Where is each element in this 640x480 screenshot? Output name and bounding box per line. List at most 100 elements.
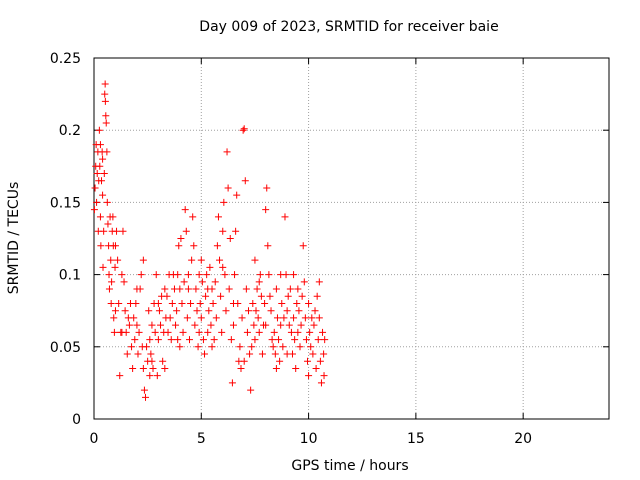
data-point	[270, 328, 278, 336]
data-point	[204, 285, 212, 293]
data-point	[159, 357, 167, 365]
data-point	[287, 328, 295, 336]
data-point	[299, 242, 307, 250]
data-point	[309, 350, 317, 358]
data-point	[229, 321, 237, 329]
axis-ticks: 0 0.05 0.1 0.15 0.2 0.25 0 5 10 15 20	[50, 51, 609, 447]
data-points	[90, 80, 329, 401]
data-point	[193, 307, 201, 315]
data-point	[154, 299, 162, 307]
data-point	[105, 271, 113, 279]
data-point	[219, 263, 227, 271]
data-point	[320, 372, 328, 380]
data-point	[172, 321, 180, 329]
data-point	[181, 206, 189, 214]
data-point	[236, 343, 244, 351]
data-point	[197, 256, 205, 264]
data-point	[110, 328, 118, 336]
data-point	[293, 299, 301, 307]
data-point	[103, 148, 111, 156]
data-point	[267, 307, 275, 315]
data-point	[209, 299, 217, 307]
data-point	[114, 256, 122, 264]
data-point	[107, 299, 115, 307]
data-point	[100, 227, 108, 235]
data-point	[306, 328, 314, 336]
data-point	[103, 198, 111, 206]
data-point	[194, 343, 202, 351]
x-axis-label: GPS time / hours	[291, 458, 408, 474]
data-point	[225, 285, 233, 293]
data-point	[237, 364, 245, 372]
data-point	[131, 336, 139, 344]
data-point	[177, 235, 185, 242]
data-point	[91, 184, 99, 192]
data-point	[207, 321, 215, 329]
data-point	[184, 285, 192, 293]
data-point	[258, 350, 266, 358]
data-point	[245, 307, 252, 315]
y-tick-label: 0.05	[50, 340, 81, 356]
data-point	[311, 307, 319, 315]
data-point	[118, 271, 126, 279]
data-point	[195, 328, 203, 336]
data-point	[191, 321, 199, 329]
data-point	[90, 206, 98, 214]
data-point	[120, 278, 128, 286]
data-point	[100, 170, 108, 178]
x-tick-label: 10	[300, 431, 318, 447]
data-point	[137, 271, 145, 279]
data-point	[281, 213, 289, 221]
chart-title: Day 009 of 2023, SRMTID for receiver bai…	[199, 19, 498, 35]
x-tick-label: 5	[197, 431, 206, 447]
data-point	[278, 299, 286, 307]
data-point	[96, 213, 104, 221]
data-point	[243, 328, 251, 336]
data-point	[262, 206, 270, 214]
data-point	[307, 343, 315, 351]
data-point	[211, 278, 219, 286]
data-point	[283, 307, 291, 315]
data-point	[192, 285, 200, 293]
data-point	[96, 141, 104, 149]
data-point	[284, 292, 292, 300]
data-point	[262, 321, 270, 329]
data-point	[116, 372, 124, 380]
data-point	[240, 357, 248, 365]
data-point	[285, 321, 293, 329]
data-point	[105, 285, 113, 293]
data-point	[218, 328, 226, 336]
data-point	[308, 314, 316, 322]
data-point	[111, 242, 119, 250]
data-point	[111, 263, 119, 271]
data-point	[301, 314, 309, 322]
data-point	[180, 278, 188, 286]
data-point	[143, 343, 151, 351]
data-point	[133, 321, 141, 329]
data-point	[148, 321, 156, 329]
data-point	[204, 328, 212, 336]
data-point	[251, 336, 259, 344]
data-point	[231, 271, 239, 279]
y-tick-label: 0.25	[50, 51, 81, 67]
data-point	[119, 227, 127, 235]
data-point	[277, 271, 285, 279]
data-point	[232, 227, 240, 235]
data-point	[286, 285, 294, 293]
data-point	[196, 299, 204, 307]
data-point	[280, 314, 288, 322]
data-point	[314, 336, 322, 344]
data-point	[163, 292, 171, 300]
data-point	[271, 350, 279, 358]
data-point	[166, 314, 174, 322]
data-point	[147, 350, 155, 358]
data-point	[184, 271, 192, 279]
data-point	[226, 235, 234, 242]
data-point	[101, 80, 109, 88]
data-point	[298, 292, 306, 300]
data-point	[176, 343, 184, 351]
data-point	[253, 285, 261, 293]
data-point	[222, 307, 230, 315]
data-point	[247, 386, 255, 394]
